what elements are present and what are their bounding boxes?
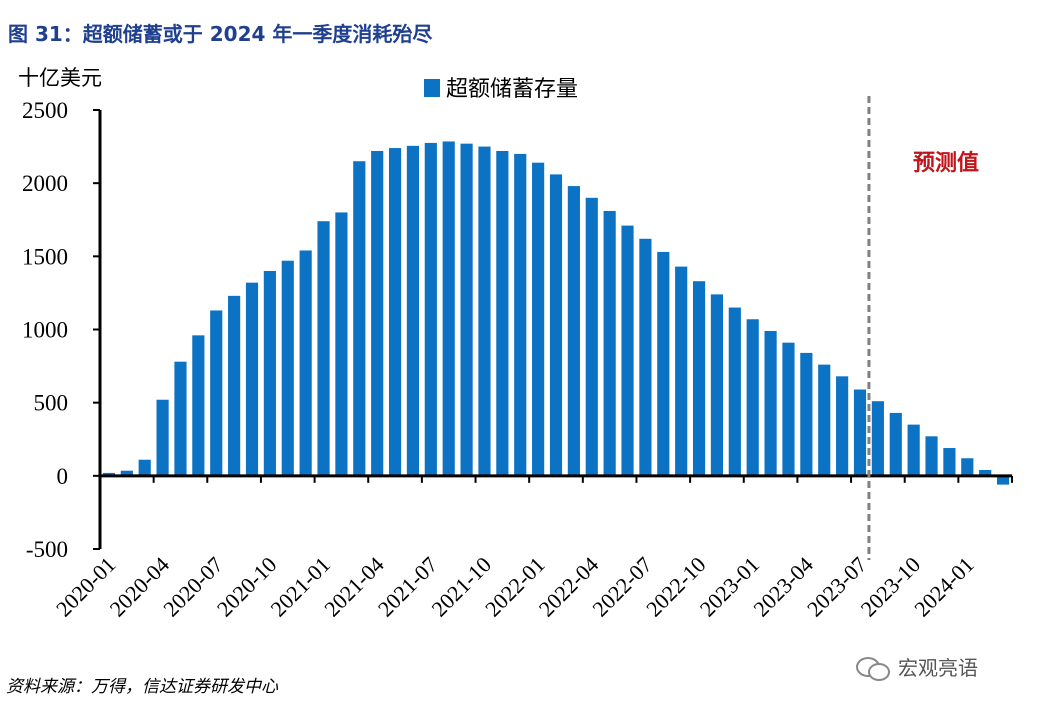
bar-2023-04	[800, 352, 813, 476]
legend-label: 超额储蓄存量	[446, 77, 578, 102]
legend-swatch	[424, 79, 440, 97]
bar-2023-08	[871, 401, 884, 476]
bar-2022-05	[603, 210, 616, 476]
x-tick-label: 2023-04	[748, 552, 818, 622]
bar-2021-12	[514, 153, 527, 476]
bar-2020-11	[281, 260, 294, 476]
bar-2022-12	[728, 307, 741, 476]
x-tick-label: 2024-01	[909, 552, 979, 622]
bar-2023-02	[764, 330, 777, 476]
bar-2020-09	[245, 282, 259, 476]
y-tick-label: 1000	[22, 318, 68, 343]
bar-2021-11	[496, 150, 509, 476]
bar-2020-03	[138, 459, 151, 476]
x-tick-label: 2022-01	[480, 552, 550, 622]
watermark-text: 宏观亮语	[898, 656, 978, 680]
bar-2023-10	[907, 424, 920, 476]
x-tick-label: 2022-07	[587, 552, 657, 622]
bar-2021-05	[388, 148, 402, 476]
bar-2023-07	[853, 389, 867, 476]
bar-2020-10	[263, 270, 276, 476]
bar-2020-12	[299, 250, 312, 476]
x-tick-label: 2020-01	[51, 552, 121, 622]
bar-2023-05	[818, 364, 831, 476]
bar-2021-07	[424, 142, 437, 476]
y-tick-label: -500	[26, 537, 68, 562]
bar-2022-01	[532, 162, 545, 476]
x-tick-label: 2023-10	[856, 552, 926, 622]
x-tick-label: 2021-01	[266, 552, 336, 622]
bar-2021-08	[442, 141, 455, 476]
source-note: 资料来源：万得，信达证券研发中心	[6, 677, 278, 697]
bar-2021-10	[478, 146, 491, 476]
bar-2023-11	[925, 436, 938, 476]
bar-2024-03	[996, 475, 1010, 485]
y-axis-unit: 十亿美元	[18, 66, 102, 90]
bar-2020-02	[120, 470, 133, 476]
bar-2021-01	[317, 221, 330, 476]
bar-2022-03	[567, 186, 580, 476]
x-tick-label: 2023-01	[695, 552, 765, 622]
bar-2022-10	[692, 281, 706, 476]
y-tick-label: 1500	[22, 244, 68, 269]
x-tick-label: 2022-04	[534, 552, 604, 622]
bar-2023-12	[943, 448, 956, 476]
bar-2021-02	[335, 212, 348, 476]
bar-2020-07	[210, 310, 223, 476]
x-tick-label: 2022-10	[641, 552, 711, 622]
x-tick-label: 2021-07	[373, 552, 443, 622]
x-tick-label: 2021-04	[319, 552, 389, 622]
y-tick-label: 500	[34, 391, 69, 416]
y-tick-label: 2000	[22, 171, 68, 196]
bar-2021-09	[460, 143, 473, 476]
bar-2022-04	[585, 197, 598, 476]
bar-2023-06	[836, 376, 849, 476]
bar-2022-02	[549, 174, 563, 476]
bar-2021-03	[353, 161, 366, 476]
bar-2022-07	[639, 238, 652, 476]
y-tick-label: 0	[57, 464, 69, 489]
figure-title: 图 31：超额储蓄或于 2024 年一季度消耗殆尽	[8, 22, 433, 46]
watermark: 宏观亮语	[856, 652, 978, 681]
bar-2020-05	[174, 361, 187, 476]
bar-2021-06	[406, 145, 420, 476]
bar-2020-06	[192, 335, 205, 476]
bar-2023-09	[889, 412, 902, 476]
bar-2022-11	[710, 294, 724, 476]
y-tick-label: 2500	[22, 98, 68, 123]
x-tick-label: 2023-07	[802, 552, 872, 622]
bar-2022-08	[657, 251, 670, 476]
y-axis: -500 0 500 1000 1500 2000 2500	[22, 98, 102, 562]
bar-2020-04	[156, 399, 169, 476]
x-tick-label: 2021-10	[426, 552, 496, 622]
bar-2023-01	[746, 319, 759, 476]
bar-2023-03	[782, 342, 795, 476]
bar-2024-01	[961, 458, 974, 476]
bar-2021-04	[371, 150, 384, 476]
bar-2020-08	[228, 295, 241, 476]
chat-bubble-icon	[856, 653, 892, 681]
forecast-annotation: 预测值	[913, 150, 979, 176]
bar-2022-06	[621, 225, 634, 476]
bars-group	[102, 141, 1010, 485]
bar-2022-09	[675, 266, 688, 476]
x-tick-label: 2020-04	[105, 552, 175, 622]
bar-2024-02	[979, 469, 992, 476]
x-tick-label: 2020-07	[158, 552, 228, 622]
x-tick-label: 2020-10	[212, 552, 282, 622]
